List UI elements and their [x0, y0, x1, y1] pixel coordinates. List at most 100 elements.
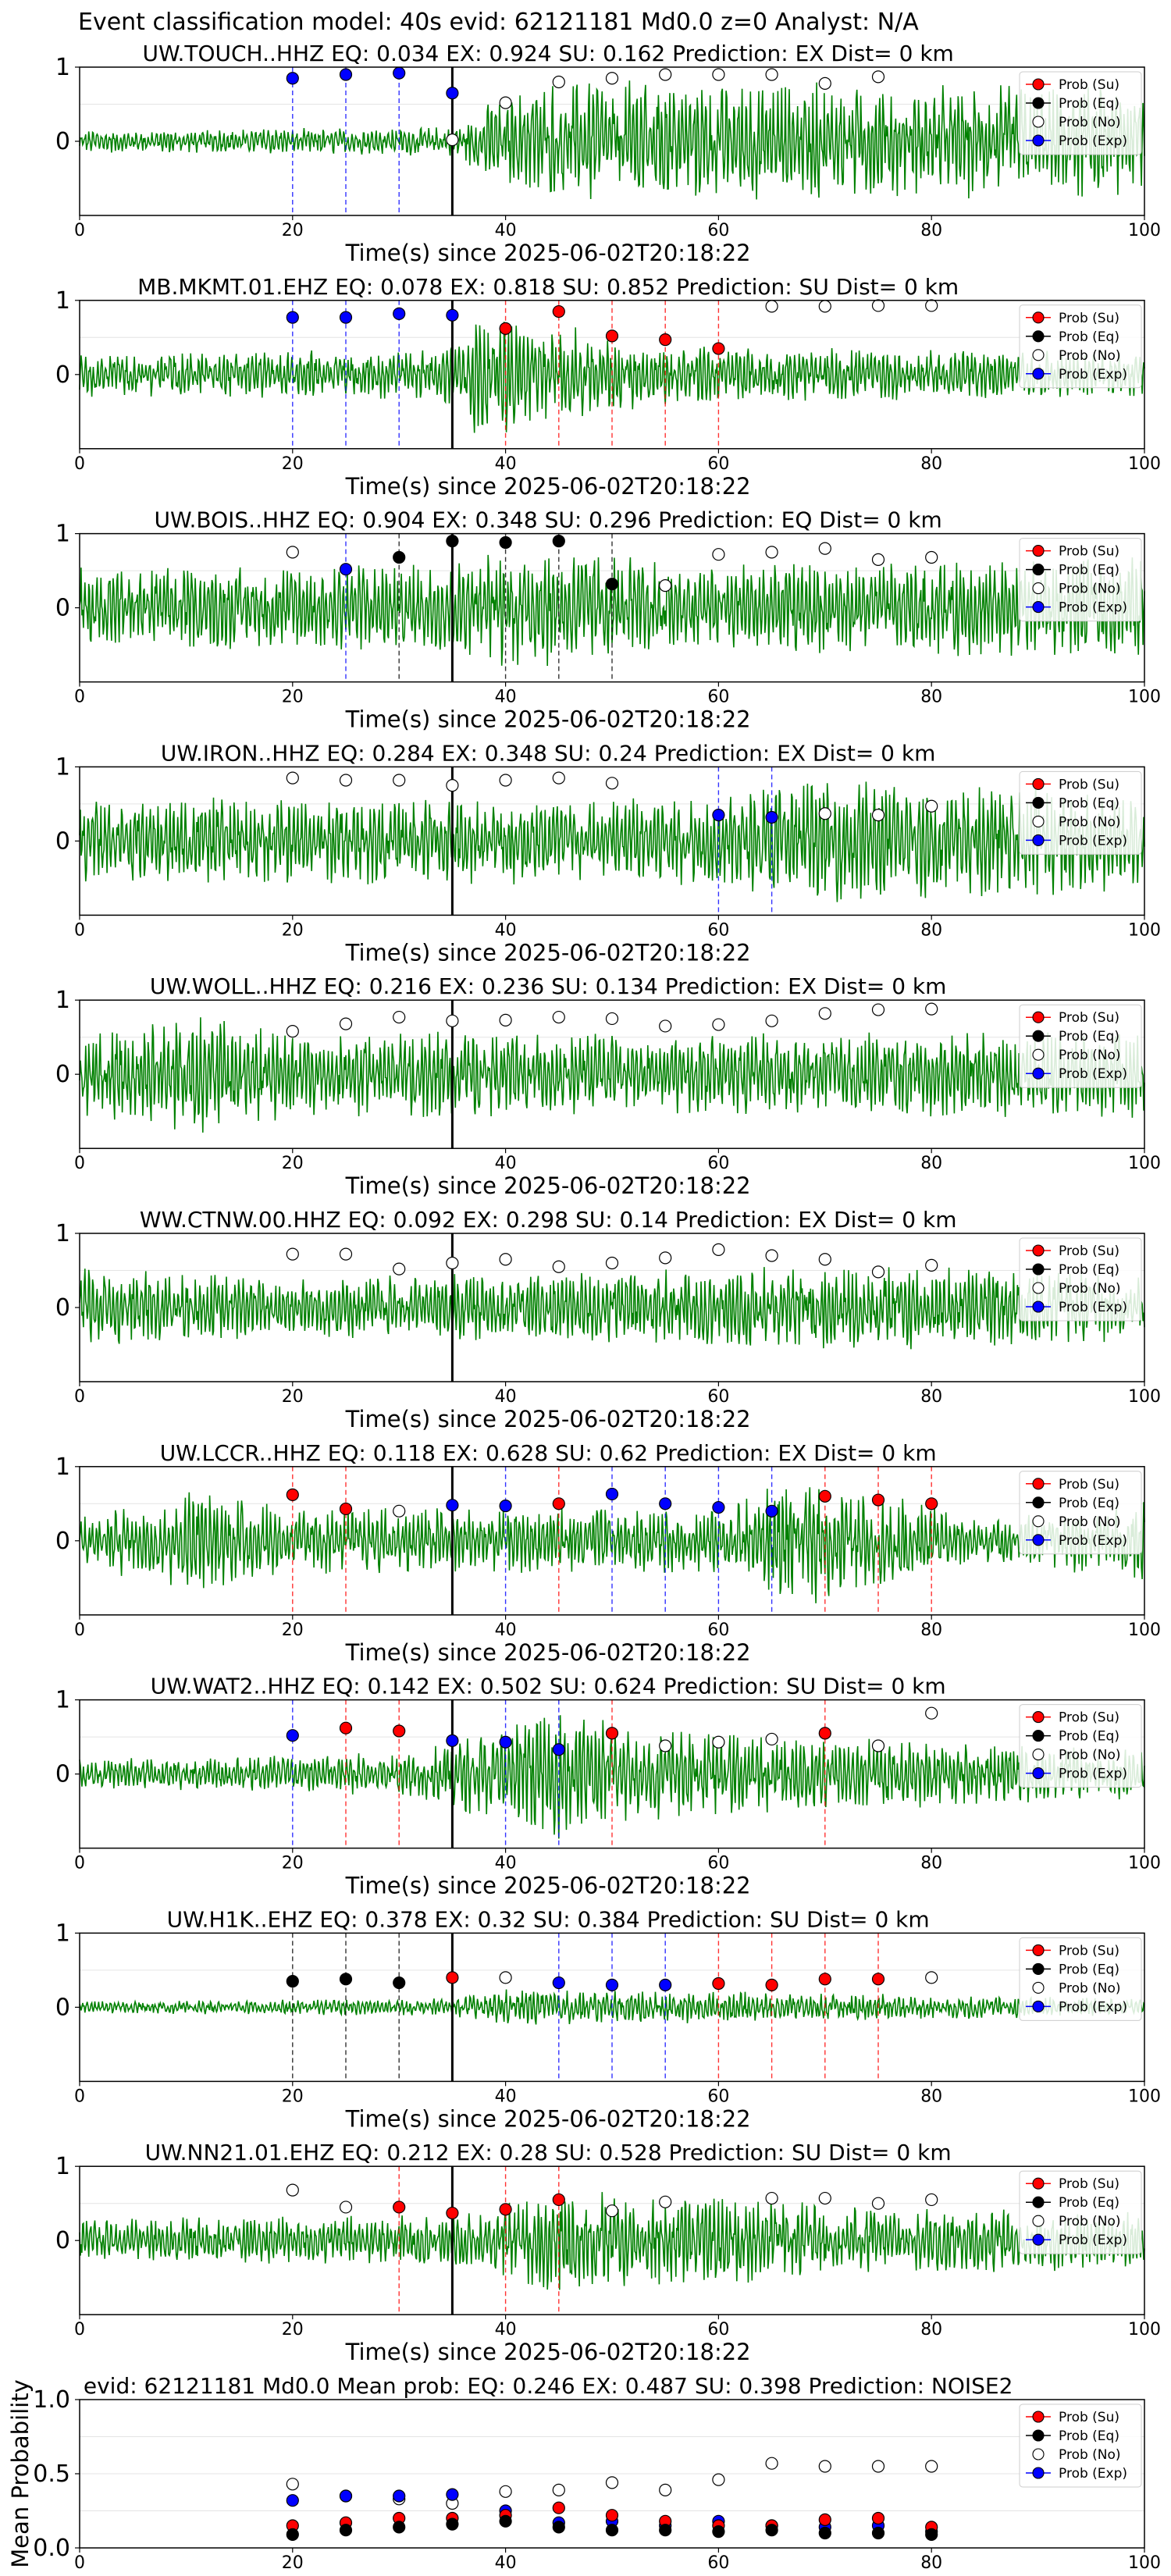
prob-marker-exp: [499, 1735, 512, 1749]
legend-marker-no: [1032, 1282, 1045, 1294]
legend-label-exp: Prob (Exp): [1059, 833, 1127, 849]
prob-marker-no: [818, 300, 831, 313]
prob-marker-no: [339, 1017, 353, 1030]
prob-marker-no: [286, 2183, 299, 2197]
x-tick-label: 80: [920, 688, 942, 707]
x-tick-label: 60: [707, 454, 729, 474]
prob-marker-exp: [339, 68, 353, 81]
legend-box: [1019, 1237, 1142, 1322]
prob-marker-no: [925, 2193, 938, 2207]
x-tick-label: 40: [495, 688, 517, 707]
legend-marker-su: [1032, 1011, 1045, 1023]
legend-marker-su: [1032, 1711, 1045, 1724]
x-tick-label: 60: [707, 920, 729, 940]
legend: Prob (Su) Prob (Eq) Prob (No) Prob (Exp): [1019, 1237, 1142, 1322]
prob-marker-no: [393, 1504, 406, 1517]
prob-marker-no: [765, 1732, 778, 1746]
x-tick-label: 80: [920, 1387, 942, 1407]
legend-marker-eq: [1032, 1962, 1045, 1975]
prob-marker-no: [339, 774, 353, 787]
prob-marker-eq: [552, 534, 565, 548]
y-tick-label: 1: [55, 1220, 70, 1247]
prob-marker-no: [871, 2460, 885, 2473]
x-tick-label: 0: [74, 688, 85, 707]
x-tick-label: 20: [282, 2087, 304, 2106]
legend-label-su: Prob (Su): [1059, 2176, 1119, 2192]
y-tick-label: 1: [55, 1687, 70, 1714]
legend-label-exp: Prob (Exp): [1059, 1066, 1127, 1082]
prob-marker-no: [712, 548, 725, 561]
legend-label-eq: Prob (Eq): [1059, 1029, 1119, 1044]
y-tick-label: 1: [55, 521, 70, 548]
legend-label-exp: Prob (Exp): [1059, 1999, 1127, 2015]
y-tick-label: 1: [55, 1453, 70, 1481]
legend-label-exp: Prob (Exp): [1059, 133, 1127, 149]
prob-marker-no: [871, 1739, 885, 1752]
panel-title: UW.NN21.01.EHZ EQ: 0.212 EX: 0.28 SU: 0.…: [145, 2140, 952, 2165]
x-tick-label: 60: [707, 1154, 729, 1173]
prob-marker-no: [552, 2483, 565, 2496]
prob-marker-no: [818, 542, 831, 555]
y-tick-label: 1: [55, 987, 70, 1014]
x-axis-label: Time(s) since 2025-06-02T20:18:22: [345, 1873, 751, 1899]
prob-marker-no: [393, 1010, 406, 1024]
prob-marker-eq: [712, 2525, 725, 2539]
prob-marker-eq: [393, 1976, 406, 1990]
panel-title: UW.BOIS..HHZ EQ: 0.904 EX: 0.348 SU: 0.2…: [155, 507, 942, 533]
prob-marker-no: [765, 2191, 778, 2205]
legend-marker-su: [1032, 1244, 1045, 1257]
legend-marker-eq: [1032, 796, 1045, 809]
legend: Prob (Su) Prob (Eq) Prob (No) Prob (Exp): [1019, 2403, 1142, 2488]
prob-marker-no: [499, 2485, 512, 2498]
x-tick-label: 20: [282, 2553, 304, 2573]
legend: Prob (Su) Prob (Eq) Prob (No) Prob (Exp): [1019, 1004, 1142, 1088]
prob-marker-no: [818, 2191, 831, 2205]
prob-marker-exp: [712, 1500, 725, 1514]
prob-marker-no: [818, 76, 831, 91]
x-tick-label: 40: [495, 1621, 517, 1640]
prob-marker-no: [605, 2476, 619, 2489]
x-tick-label: 0: [74, 454, 85, 474]
x-tick-label: 80: [920, 2087, 942, 2106]
legend-label-no: Prob (No): [1059, 1748, 1121, 1763]
prob-marker-eq: [925, 2528, 938, 2541]
prob-marker-no: [659, 578, 672, 592]
prob-marker-no: [925, 550, 938, 564]
prob-marker-exp: [552, 1976, 565, 1990]
prob-marker-no: [339, 1247, 353, 1261]
legend-marker-eq: [1032, 1496, 1045, 1509]
x-tick-label: 40: [495, 2320, 517, 2339]
x-tick-label: 20: [282, 2320, 304, 2339]
prob-marker-eq: [286, 1975, 299, 1988]
prob-marker-su: [871, 1493, 885, 1507]
y-tick-label: 0.5: [33, 2460, 70, 2488]
legend: Prob (Su) Prob (Eq) Prob (No) Prob (Exp): [1019, 1704, 1142, 1788]
prob-marker-exp: [446, 87, 459, 100]
prob-marker-no: [871, 2197, 885, 2210]
legend-marker-eq: [1032, 1263, 1045, 1276]
legend-marker-eq: [1032, 97, 1045, 109]
x-tick-label: 0: [74, 2087, 85, 2106]
x-tick-label: 40: [495, 920, 517, 940]
legend-marker-exp: [1032, 1767, 1045, 1780]
y-tick-label: 1: [55, 2153, 70, 2180]
legend-marker-su: [1032, 311, 1045, 324]
prob-marker-su: [446, 2206, 459, 2220]
legend: Prob (Su) Prob (Eq) Prob (No) Prob (Exp): [1019, 1937, 1142, 2021]
x-tick-label: 20: [282, 1154, 304, 1173]
legend-label-su: Prob (Su): [1059, 311, 1119, 326]
legend-box: [1019, 71, 1142, 155]
legend-marker-su: [1032, 777, 1045, 790]
prob-marker-no: [871, 70, 885, 84]
x-axis-label: Time(s) since 2025-06-02T20:18:22: [345, 1406, 751, 1432]
prob-marker-su: [552, 2193, 565, 2207]
prob-marker-su: [339, 1502, 353, 1516]
prob-marker-su: [446, 1971, 459, 1984]
prob-marker-no: [659, 2483, 672, 2496]
x-tick-label: 100: [1128, 221, 1161, 240]
x-tick-label: 80: [920, 1854, 942, 1873]
prob-marker-no: [286, 2478, 299, 2491]
y-tick-label: 1: [55, 753, 70, 781]
legend-label-no: Prob (No): [1059, 1514, 1121, 1530]
legend-marker-eq: [1032, 2429, 1045, 2442]
